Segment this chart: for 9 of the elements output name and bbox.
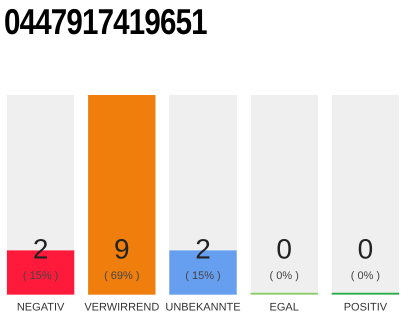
x-tick-label: EGAL	[270, 301, 299, 314]
chart-title: 0447917419651	[4, 1, 207, 42]
x-tick-label: VERWIRREND	[84, 301, 160, 314]
x-tick-label: POSITIV	[344, 301, 388, 314]
data-label: 0 ( 0% )	[270, 234, 299, 282]
data-label: 0 ( 0% )	[350, 234, 380, 282]
x-tick-label: NEGATIV	[16, 301, 65, 314]
data-label: 9 ( 69% )	[104, 234, 140, 282]
x-tick-label: UNBEKANNTE	[165, 301, 241, 314]
